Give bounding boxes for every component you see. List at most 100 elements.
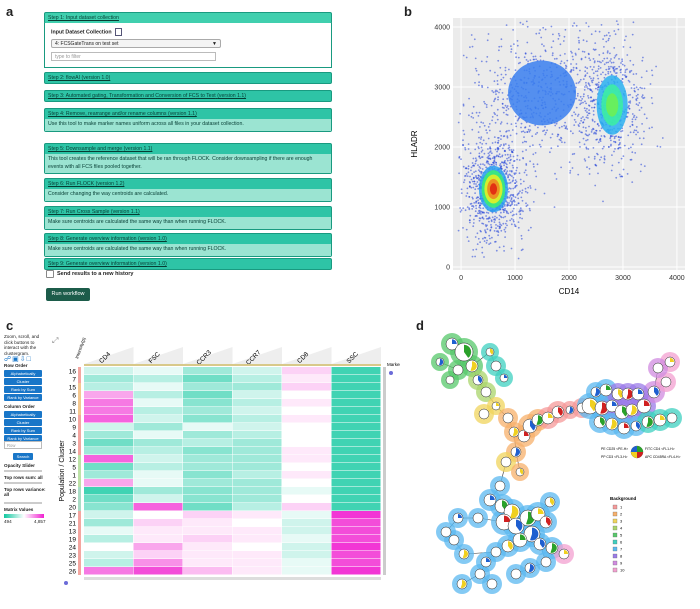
heatmap-cell[interactable] xyxy=(183,511,232,519)
dataset-select[interactable]: 4: FCSGateTrans on test set ▼ xyxy=(51,39,221,48)
heatmap-cell[interactable] xyxy=(232,503,282,511)
heatmap-cell[interactable] xyxy=(331,431,381,439)
heatmap-cell[interactable] xyxy=(282,407,331,415)
tree-node[interactable] xyxy=(625,403,639,417)
row-label[interactable]: 10 xyxy=(69,417,77,424)
tree-node[interactable] xyxy=(490,360,502,372)
row-order-cluster-button[interactable]: Cluster xyxy=(4,378,42,385)
search-button[interactable]: Search xyxy=(13,453,33,460)
step-title[interactable]: Step 7: Run Cross Sample (version 1.1) xyxy=(45,207,331,217)
heatmap-cell[interactable] xyxy=(183,495,232,503)
crop-icon[interactable]: □ xyxy=(26,356,32,363)
heatmap-cell[interactable] xyxy=(331,383,381,391)
row-label[interactable]: 13 xyxy=(69,529,77,536)
heatmap-cell[interactable] xyxy=(84,471,133,479)
heatmap-cell[interactable] xyxy=(133,367,183,375)
tree-node[interactable] xyxy=(485,347,495,357)
heatmap-cell[interactable] xyxy=(84,463,133,471)
heatmap-cell[interactable] xyxy=(282,487,331,495)
filter-input[interactable]: type to filter xyxy=(51,52,216,61)
row-label[interactable]: 3 xyxy=(72,441,76,448)
run-workflow-button[interactable]: Run workflow xyxy=(46,288,90,301)
row-label[interactable]: 15 xyxy=(69,385,77,392)
heatmap-cell[interactable] xyxy=(133,487,183,495)
tree-node[interactable] xyxy=(454,342,474,362)
heatmap-cell[interactable] xyxy=(282,455,331,463)
heatmap-cell[interactable] xyxy=(183,367,232,375)
tree-node[interactable] xyxy=(472,374,484,386)
tree-node[interactable] xyxy=(445,375,455,385)
heatmap-cell[interactable] xyxy=(282,479,331,487)
workflow-step-5[interactable]: Step 5: Downsample and merge (version 1.… xyxy=(44,143,332,175)
tree-node[interactable] xyxy=(541,411,555,425)
heatmap-cell[interactable] xyxy=(232,383,282,391)
heatmap-cell[interactable] xyxy=(84,455,133,463)
heatmap-cell[interactable] xyxy=(133,455,183,463)
tree-node[interactable] xyxy=(483,493,497,507)
heatmap-cell[interactable] xyxy=(84,511,133,519)
row-label[interactable]: 1 xyxy=(72,473,76,480)
heatmap-cell[interactable] xyxy=(183,527,232,535)
heatmap-cell[interactable] xyxy=(232,415,282,423)
heatmap-cell[interactable] xyxy=(232,487,282,495)
heatmap-cell[interactable] xyxy=(133,519,183,527)
tree-node[interactable] xyxy=(545,541,559,555)
row-label[interactable]: 5 xyxy=(72,465,76,472)
heatmap-cell[interactable] xyxy=(331,479,381,487)
row-order-sum-button[interactable]: Rank by Sum xyxy=(4,386,42,393)
col-order-cluster-button[interactable]: Cluster xyxy=(4,419,42,426)
heatmap-cell[interactable] xyxy=(84,423,133,431)
step-title[interactable]: Step 4: Remove, rearrange and/or rename … xyxy=(45,109,331,119)
heatmap-cell[interactable] xyxy=(133,399,183,407)
row-label[interactable]: 21 xyxy=(69,521,77,528)
heatmap-cell[interactable] xyxy=(232,431,282,439)
heatmap-cell[interactable] xyxy=(282,431,331,439)
heatmap-cell[interactable] xyxy=(84,479,133,487)
heatmap-cell[interactable] xyxy=(133,527,183,535)
heatmap-cell[interactable] xyxy=(232,479,282,487)
heatmap-cell[interactable] xyxy=(183,487,232,495)
tree-node[interactable] xyxy=(653,413,667,427)
tree-node[interactable] xyxy=(478,408,490,420)
heatmap-cell[interactable] xyxy=(84,447,133,455)
heatmap-cell[interactable] xyxy=(282,527,331,535)
copy-icon[interactable] xyxy=(115,28,123,36)
heatmap-cell[interactable] xyxy=(183,375,232,383)
heatmap-cell[interactable] xyxy=(331,415,381,423)
heatmap-cell[interactable] xyxy=(232,535,282,543)
opacity-slider[interactable] xyxy=(4,470,42,472)
heatmap-cell[interactable] xyxy=(331,543,381,551)
heatmap-cell[interactable] xyxy=(183,519,232,527)
heatmap-cell[interactable] xyxy=(183,447,232,455)
heatmap-cell[interactable] xyxy=(84,367,133,375)
heatmap-cell[interactable] xyxy=(183,399,232,407)
workflow-step-4[interactable]: Step 4: Remove, rearrange and/or rename … xyxy=(44,108,332,132)
tree-node[interactable] xyxy=(508,426,520,438)
tree-node[interactable] xyxy=(510,568,522,580)
heatmap-cell[interactable] xyxy=(133,375,183,383)
heatmap-cell[interactable] xyxy=(331,511,381,519)
row-label[interactable]: 6 xyxy=(72,393,76,400)
row-label[interactable]: 9 xyxy=(72,425,76,432)
tree-node[interactable] xyxy=(474,568,486,580)
heatmap-cell[interactable] xyxy=(232,391,282,399)
tree-node[interactable] xyxy=(533,537,547,551)
col-order-sum-button[interactable]: Rank by Sum xyxy=(4,427,42,434)
heatmap-cell[interactable] xyxy=(331,447,381,455)
column-dendrogram[interactable] xyxy=(84,577,381,580)
tree-node[interactable] xyxy=(523,525,541,543)
row-search-input[interactable]: Row xyxy=(4,441,42,449)
tree-node[interactable] xyxy=(647,385,661,399)
heatmap-cell[interactable] xyxy=(133,447,183,455)
workflow-step-7[interactable]: Step 7: Run Cross Sample (version 1.1) Ma… xyxy=(44,206,332,230)
row-label[interactable]: 24 xyxy=(69,545,77,552)
col-order-alpha-button[interactable]: Alphabetically xyxy=(4,411,42,418)
row-label[interactable]: 20 xyxy=(69,505,77,512)
heatmap-cell[interactable] xyxy=(133,511,183,519)
tree-node[interactable] xyxy=(440,526,452,538)
heatmap-cell[interactable] xyxy=(282,551,331,559)
tree-node[interactable] xyxy=(480,386,492,398)
heatmap-cell[interactable] xyxy=(133,415,183,423)
workflow-step-6[interactable]: Step 6: Run FLOCK (version 1.2) Consider … xyxy=(44,178,332,202)
expand-icon[interactable]: ⤢ xyxy=(52,336,59,345)
